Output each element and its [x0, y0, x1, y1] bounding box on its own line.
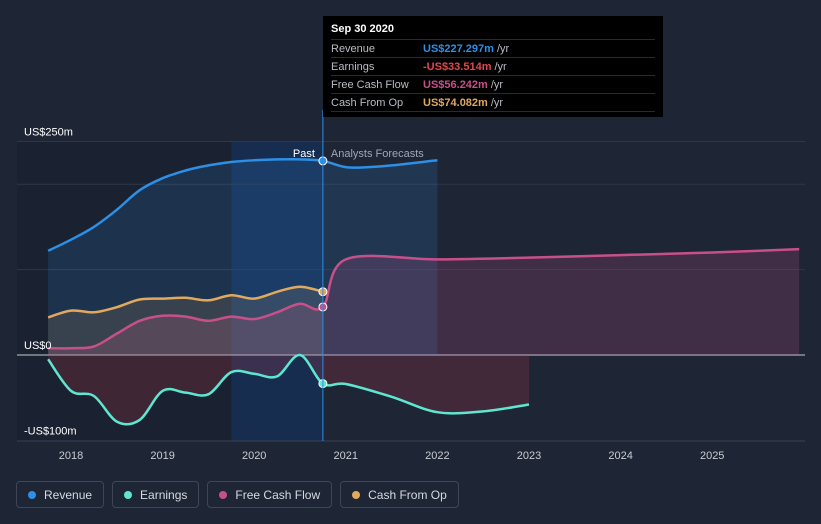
chart-labels: US$250m US$0 -US$100m 2018 2019 2020 2021 2022 2…: [24, 127, 724, 463]
legend-dot-icon: [219, 490, 228, 499]
revenue-area: [48, 159, 438, 355]
x-tick-label: 2025: [700, 450, 724, 462]
cash-from-op-line: [47, 285, 324, 319]
tooltip-label: Earnings: [331, 60, 375, 73]
tooltip-unit: /yr: [490, 78, 504, 91]
earnings-area: [48, 354, 529, 425]
tooltip-date: Sep 30 2020: [331, 23, 394, 35]
x-tick-label: 2021: [334, 450, 358, 462]
chart-lines: [47, 158, 800, 426]
tooltip-row-earnings: Earnings -US$33.514m /yr: [331, 57, 655, 75]
tooltip-unit: /yr: [496, 42, 510, 55]
forecast-label: Analysts Forecasts: [331, 148, 424, 160]
legend: Revenue Earnings Free Cash Flow Cash Fro…: [16, 481, 459, 508]
tooltip-value: US$56.242m: [423, 78, 488, 91]
y-tick-label: -US$100m: [24, 425, 77, 437]
x-tick-label: 2020: [242, 450, 266, 462]
free-cash-flow-line: [48, 247, 800, 350]
legend-label: Earnings: [140, 487, 188, 502]
tooltip-unit: /yr: [490, 96, 504, 109]
legend-item-free-cash-flow[interactable]: Free Cash Flow: [207, 481, 333, 508]
tooltip-value: US$74.082m: [423, 96, 488, 109]
revenue-line: [47, 158, 438, 252]
legend-item-revenue[interactable]: Revenue: [16, 481, 105, 508]
y-tick-label: US$0: [24, 340, 52, 352]
legend-dot-icon: [124, 490, 133, 499]
x-tick-label: 2023: [517, 450, 541, 462]
legend-label: Revenue: [44, 487, 93, 502]
tooltip-unit: /yr: [494, 60, 507, 73]
tooltip-value: -US$33.514m: [423, 60, 492, 73]
chart-areas: [48, 159, 800, 425]
tooltip-label: Revenue: [331, 42, 376, 55]
legend-item-earnings[interactable]: Earnings: [112, 481, 200, 508]
chart-grid: [17, 141, 805, 442]
legend-label: Cash From Op: [368, 487, 447, 502]
tooltip-row-cash-from-op: Cash From Op US$74.082m /yr: [331, 93, 655, 112]
legend-item-cash-from-op[interactable]: Cash From Op: [340, 481, 459, 508]
free-cash-flow-area: [48, 249, 800, 355]
legend-label: Free Cash Flow: [235, 487, 321, 502]
earnings-line: [47, 353, 530, 426]
x-tick-label: 2018: [59, 450, 83, 462]
tooltip-row-free-cash-flow: Free Cash Flow US$56.242m /yr: [331, 75, 655, 93]
legend-dot-icon: [352, 490, 361, 499]
chart-markers: [318, 110, 328, 441]
tooltip-label: Cash From Op: [331, 96, 404, 109]
tooltip-label: Free Cash Flow: [331, 78, 409, 91]
cash-from-op-area: [48, 286, 323, 355]
legend-dot-icon: [28, 490, 36, 499]
x-tick-label: 2022: [425, 450, 449, 462]
y-tick-label: US$250m: [24, 127, 73, 139]
tooltip-row-revenue: Revenue US$227.297m /yr: [331, 39, 655, 57]
past-label: Past: [293, 148, 315, 160]
x-tick-label: 2024: [608, 450, 632, 462]
tooltip: Sep 30 2020 Revenue US$227.297m /yr Earn…: [323, 16, 663, 117]
x-tick-label: 2019: [150, 450, 174, 462]
tooltip-value: US$227.297m: [423, 42, 494, 55]
